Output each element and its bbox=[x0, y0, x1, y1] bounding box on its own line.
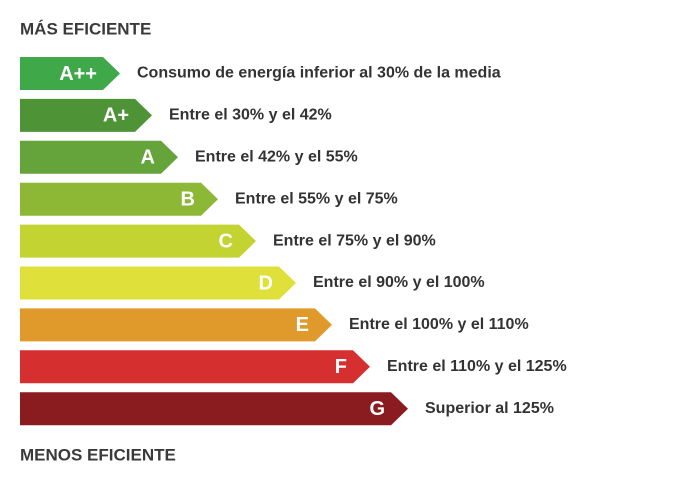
class-label: G bbox=[369, 398, 385, 420]
class-description: Entre el 75% y el 90% bbox=[273, 232, 436, 249]
class-arrow bbox=[20, 392, 408, 426]
class-description: Entre el 42% y el 55% bbox=[195, 149, 358, 166]
class-label: D bbox=[259, 272, 273, 294]
class-arrow bbox=[20, 350, 370, 384]
class-label: A bbox=[141, 147, 155, 169]
top-heading: MÁS EFICIENTE bbox=[20, 19, 151, 38]
class-arrow bbox=[20, 57, 120, 90]
class-arrow bbox=[20, 308, 332, 342]
class-description: Superior al 125% bbox=[425, 400, 554, 417]
class-label: E bbox=[296, 314, 309, 336]
class-description: Entre el 100% y el 110% bbox=[349, 316, 529, 333]
class-label: B bbox=[181, 188, 195, 210]
class-description: Entre el 90% y el 100% bbox=[313, 274, 485, 291]
class-label: F bbox=[335, 356, 347, 378]
class-arrow bbox=[20, 266, 296, 300]
class-description: Entre el 55% y el 75% bbox=[235, 190, 398, 207]
class-arrow bbox=[20, 140, 178, 174]
class-label: A++ bbox=[59, 63, 97, 85]
class-description: Entre el 110% y el 125% bbox=[387, 358, 567, 375]
class-description: Entre el 30% y el 42% bbox=[169, 107, 332, 124]
class-label: C bbox=[219, 230, 233, 252]
class-description: Consumo de energía inferior al 30% de la… bbox=[137, 65, 501, 82]
class-arrow bbox=[20, 182, 218, 216]
class-arrow bbox=[20, 98, 152, 132]
bottom-heading: MENOS EFICIENTE bbox=[20, 445, 176, 464]
class-label: A+ bbox=[103, 105, 129, 127]
class-arrow bbox=[20, 224, 256, 258]
